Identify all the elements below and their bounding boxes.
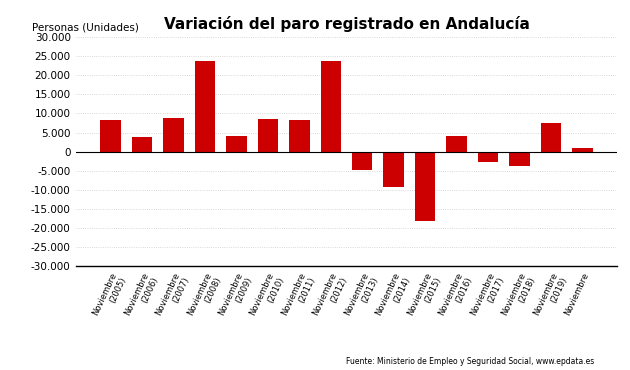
- Bar: [384, 152, 404, 187]
- Bar: [100, 120, 121, 152]
- Title: Variación del paro registrado en Andalucía: Variación del paro registrado en Andaluc…: [164, 16, 529, 32]
- Bar: [541, 123, 561, 152]
- Bar: [478, 152, 498, 162]
- Bar: [447, 136, 467, 152]
- Text: Fuente: Ministerio de Empleo y Seguridad Social, www.epdata.es: Fuente: Ministerio de Empleo y Seguridad…: [346, 357, 595, 366]
- Bar: [572, 148, 593, 152]
- Bar: [289, 120, 309, 152]
- Bar: [132, 137, 152, 152]
- Bar: [415, 152, 435, 221]
- Bar: [258, 119, 278, 152]
- Bar: [163, 118, 183, 152]
- Bar: [195, 61, 215, 152]
- Bar: [352, 152, 372, 170]
- Bar: [226, 136, 246, 152]
- Bar: [321, 61, 341, 152]
- Bar: [510, 152, 530, 166]
- Text: Personas (Unidades): Personas (Unidades): [32, 23, 139, 33]
